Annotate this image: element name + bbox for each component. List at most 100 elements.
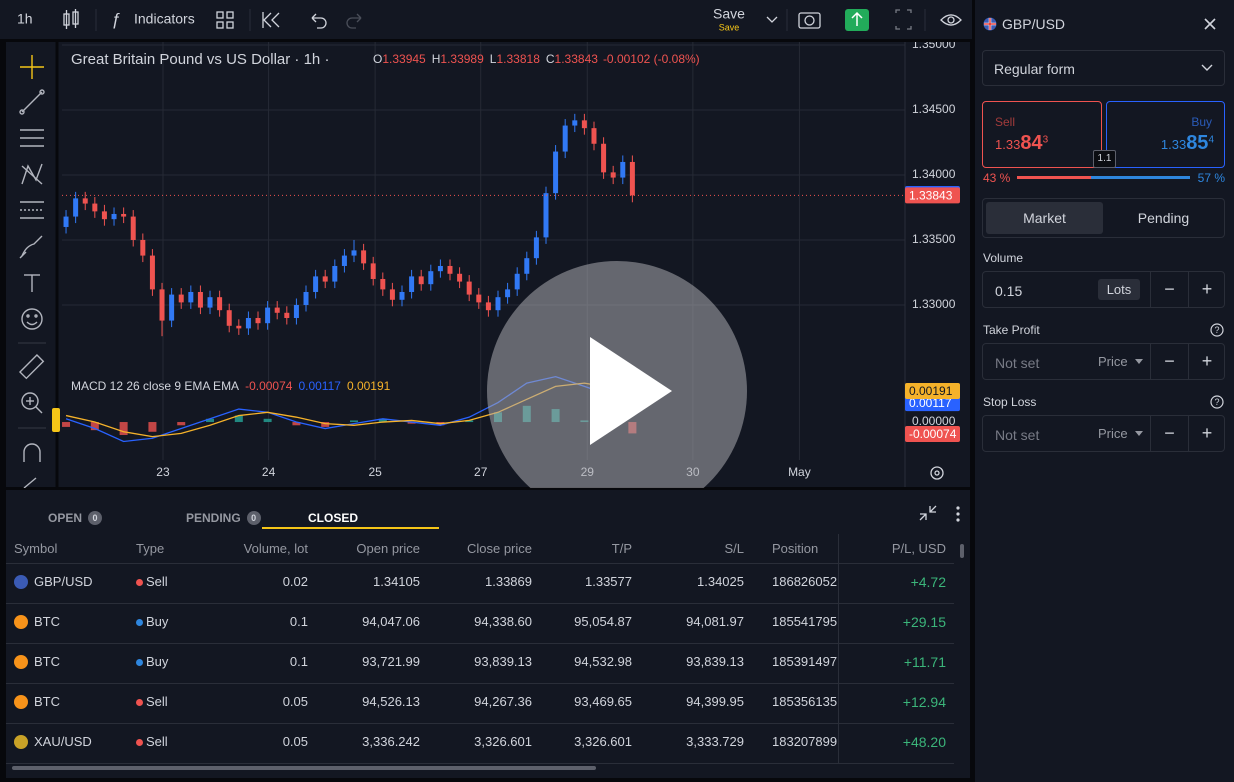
take-profit-input[interactable]: Not set Price − +: [982, 343, 1225, 380]
visibility-button[interactable]: [940, 14, 962, 26]
horizontal-scrollbar[interactable]: [12, 766, 596, 770]
more-button[interactable]: [956, 506, 960, 522]
close-button[interactable]: [1204, 18, 1216, 30]
layout-button[interactable]: [216, 11, 234, 29]
sell-label: Sell: [995, 115, 1016, 129]
decrease-button[interactable]: −: [1164, 279, 1175, 299]
profit: +48.20: [902, 734, 946, 750]
profit: +4.72: [910, 574, 946, 590]
histogram-bar: [321, 422, 330, 427]
text-tool[interactable]: [24, 274, 40, 292]
side: Buy: [146, 654, 169, 669]
select-chevron: [1201, 64, 1213, 71]
trade-value: 93,839.13: [686, 654, 744, 669]
decrease-button[interactable]: −: [1164, 423, 1175, 443]
collapse-button[interactable]: [919, 505, 937, 521]
undo-button[interactable]: [311, 13, 327, 29]
ruler-tool[interactable]: [18, 353, 45, 380]
fullscreen-button[interactable]: [895, 9, 912, 30]
column-header: Position: [772, 541, 819, 556]
row-divider: [6, 763, 954, 764]
take-profit-help[interactable]: ?: [1210, 323, 1224, 337]
stop-loss-help[interactable]: ?: [1210, 395, 1224, 409]
histogram-bar: [465, 420, 474, 423]
brush-tool[interactable]: [19, 235, 43, 259]
column-header: S/L: [724, 541, 744, 556]
magnet-tool[interactable]: [23, 443, 41, 462]
candle-body: [121, 213, 127, 217]
candles: [63, 113, 635, 337]
candle-body: [82, 198, 88, 204]
candle-body: [466, 281, 472, 295]
ohlc-value: 1.33843: [555, 52, 599, 66]
candle-body: [293, 304, 299, 318]
take-profit-mode[interactable]: Price: [1098, 354, 1128, 369]
symbol-icon: [14, 695, 28, 709]
sell-button[interactable]: Sell 1.33843: [982, 101, 1102, 168]
replay-button[interactable]: [262, 12, 280, 28]
candle-body: [476, 294, 482, 303]
side: Buy: [146, 614, 169, 629]
volume-input[interactable]: 0.15 Lots − +: [982, 271, 1225, 308]
crosshair-tool[interactable]: [20, 55, 44, 79]
line-tool[interactable]: [19, 89, 45, 115]
trade-tab[interactable]: PENDING 0: [186, 507, 261, 529]
increase-button[interactable]: +: [1201, 279, 1213, 299]
candle-body: [207, 297, 213, 308]
symbol-icon: [14, 575, 28, 589]
stop-loss-mode[interactable]: Price: [1098, 426, 1128, 441]
symbol: BTC: [34, 654, 60, 669]
symbol: XAU/USD: [34, 734, 92, 749]
emoji-tool[interactable]: [21, 308, 43, 330]
increase-button[interactable]: +: [1201, 351, 1213, 371]
trade-value: 183207899: [772, 734, 838, 749]
histogram-bar: [177, 422, 186, 426]
interval-button[interactable]: 1h: [17, 11, 33, 27]
decrease-button[interactable]: −: [1164, 351, 1175, 371]
fib-tool[interactable]: [20, 201, 44, 219]
trade-value: 94,399.95: [686, 694, 744, 709]
ohlc-key: L: [490, 52, 497, 66]
stop-loss-input[interactable]: Not set Price − +: [982, 415, 1225, 452]
chart-type-button[interactable]: [63, 9, 79, 29]
trade-value: 93,721.99: [362, 654, 420, 669]
trade-value: 1.33577: [585, 574, 632, 589]
price-pips: 84: [1020, 132, 1043, 154]
sentiment-bar: [1017, 176, 1190, 179]
indicator-label: 0.00191: [909, 384, 953, 398]
buy-button[interactable]: Buy 1.33854: [1106, 101, 1225, 168]
pencil-tool[interactable]: [23, 477, 37, 488]
play-overlay[interactable]: [487, 261, 747, 488]
chart-settings[interactable]: [930, 466, 944, 480]
increase-button[interactable]: +: [1201, 423, 1213, 443]
column-divider: [838, 534, 839, 764]
candle-body: [485, 302, 491, 311]
candle-body: [380, 278, 386, 290]
volume-unit[interactable]: Lots: [1098, 279, 1140, 300]
candle-body: [428, 271, 434, 285]
channel-tool[interactable]: [20, 129, 44, 147]
zoom-tool[interactable]: [21, 392, 43, 414]
save-menu[interactable]: [766, 16, 778, 23]
sell-share: [1017, 176, 1092, 179]
candle-body: [197, 291, 203, 308]
chart-title: Great Britain Pound vs US Dollar · 1h ·: [71, 51, 329, 68]
publish-button[interactable]: [845, 9, 869, 31]
candle-body: [284, 312, 290, 318]
pending-tab[interactable]: Pending: [1137, 210, 1190, 226]
redo-button[interactable]: [346, 13, 362, 29]
market-tab[interactable]: Market: [986, 202, 1103, 234]
form-select[interactable]: Regular form: [982, 50, 1225, 86]
snapshot-button[interactable]: [798, 12, 821, 29]
pattern-tool[interactable]: [21, 163, 43, 185]
save-button[interactable]: Save: [713, 6, 745, 22]
indicators-icon[interactable]: ƒ: [111, 9, 120, 28]
vertical-scrollbar[interactable]: [960, 544, 964, 558]
pane-handle[interactable]: [52, 408, 60, 432]
chart-background: [6, 40, 970, 487]
trade-tab[interactable]: OPEN 0: [48, 507, 103, 529]
indicators-button[interactable]: Indicators: [134, 11, 195, 27]
trade-tab[interactable]: CLOSED: [308, 507, 358, 529]
profit: +29.15: [902, 614, 946, 630]
